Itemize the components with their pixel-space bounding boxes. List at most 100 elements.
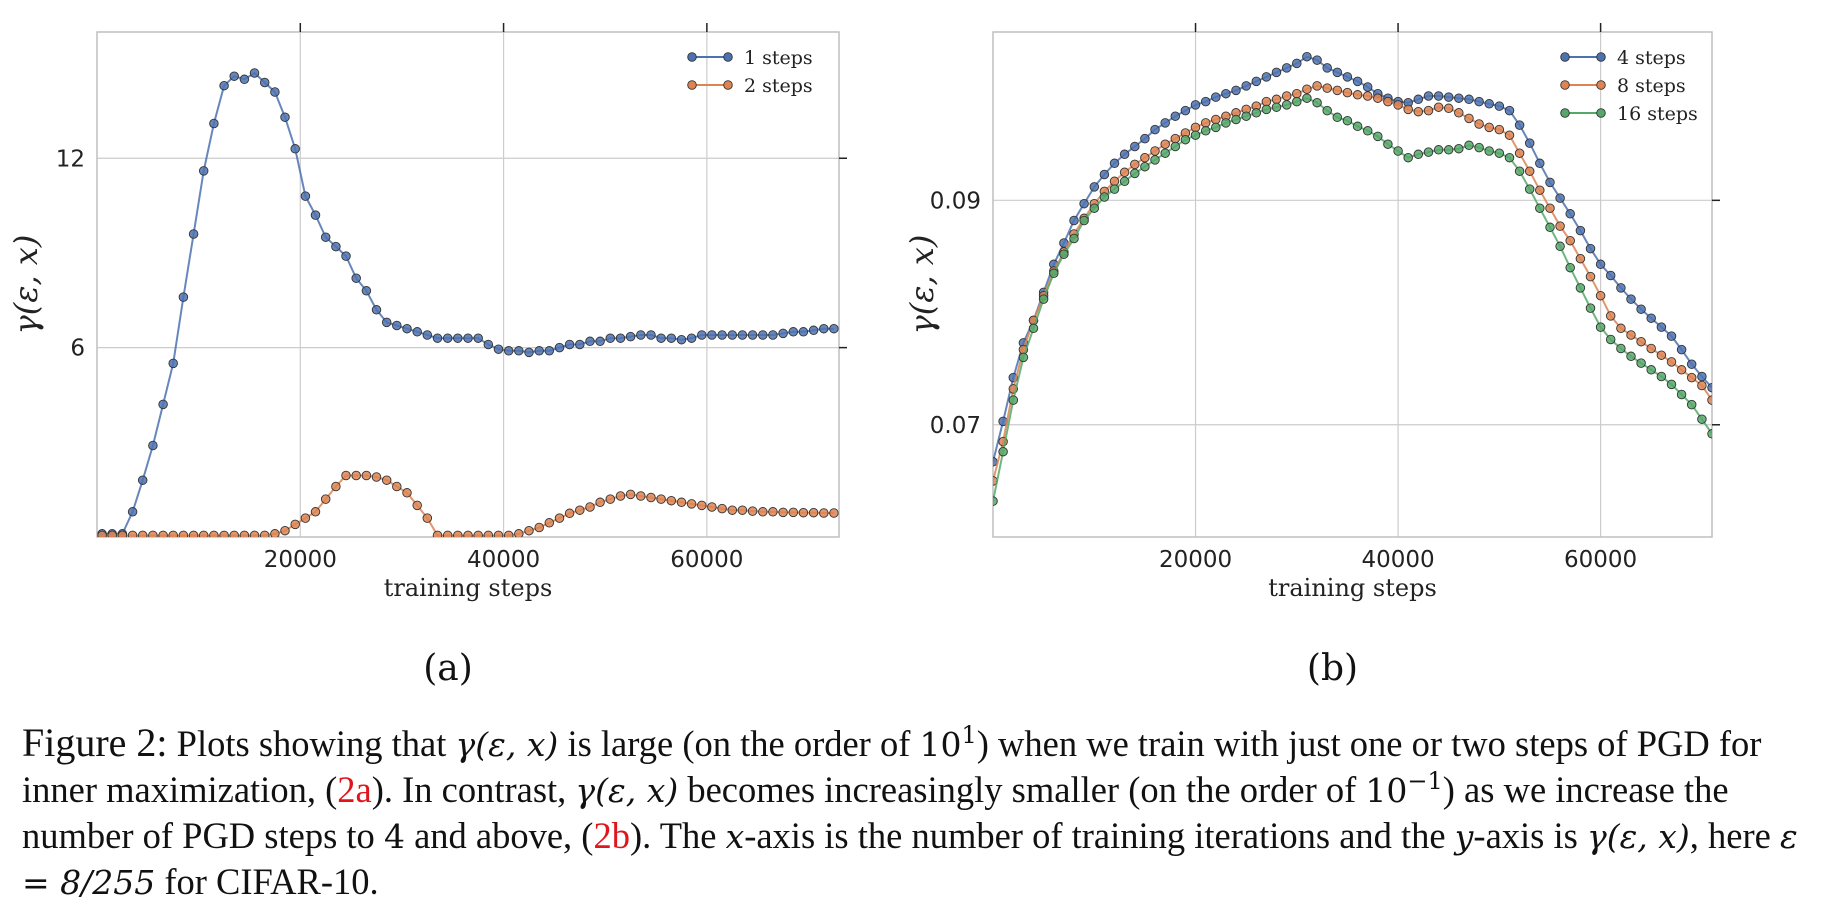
caption-ref-2a[interactable]: 2a [337, 769, 372, 810]
data-point [1190, 130, 1201, 140]
data-point [1281, 100, 1292, 110]
data-point [798, 327, 809, 337]
data-point [1423, 91, 1434, 101]
data-point [1636, 358, 1646, 368]
data-point [341, 470, 351, 481]
data-point [819, 508, 829, 518]
legend-marker [1560, 52, 1570, 62]
data-point [310, 507, 321, 517]
data-point [778, 507, 788, 518]
data-point [1454, 143, 1464, 154]
data-point [473, 530, 483, 537]
data-point [1271, 67, 1282, 78]
legend-marker [1596, 52, 1606, 62]
data-point [1413, 149, 1424, 160]
data-point [1018, 352, 1029, 363]
data-point [320, 494, 331, 504]
data-point [1697, 414, 1707, 424]
data-point [1261, 72, 1272, 82]
data-point [993, 496, 998, 506]
data-point [1666, 331, 1677, 341]
data-point [1130, 168, 1140, 179]
data-point [1423, 105, 1434, 116]
data-point [1281, 91, 1292, 101]
caption-text: ). In contrast, [371, 769, 576, 810]
data-point [1504, 105, 1515, 116]
data-point [534, 346, 544, 356]
data-point [432, 333, 443, 343]
data-point [1707, 382, 1712, 393]
data-point [341, 251, 351, 261]
data-point [1707, 395, 1712, 405]
data-point [1403, 104, 1413, 115]
data-point [127, 530, 138, 537]
x-axis-label: training steps [384, 574, 553, 602]
data-point [331, 241, 341, 252]
data-point [1433, 102, 1444, 112]
data-point [625, 331, 636, 342]
data-point [137, 475, 148, 485]
data-point [209, 530, 219, 537]
x-tick-label: 60000 [670, 547, 743, 573]
data-point [1342, 87, 1353, 98]
data-point [432, 530, 443, 537]
data-point [239, 74, 250, 85]
data-point [1038, 294, 1049, 304]
data-point [1494, 101, 1505, 111]
data-point [829, 508, 839, 518]
data-point [1211, 92, 1221, 102]
data-point [1079, 198, 1089, 209]
data-point [1271, 102, 1282, 112]
data-point [442, 333, 453, 343]
data-point [625, 489, 636, 500]
plot-frame [96, 31, 840, 538]
series-line-2 [993, 97, 1712, 502]
data-point [1261, 104, 1272, 115]
x-axis-label: training steps [1268, 574, 1437, 602]
data-point [1140, 133, 1150, 144]
data-point [493, 344, 504, 354]
caption-math-power: 10 [919, 725, 962, 764]
data-point [280, 112, 290, 122]
data-point [1069, 233, 1079, 244]
data-point [1028, 323, 1039, 334]
data-point [747, 330, 758, 340]
data-point [1636, 304, 1646, 314]
data-point [1241, 81, 1251, 91]
data-point [1211, 114, 1221, 125]
caption-math-y: y [1454, 817, 1474, 856]
data-point [1545, 222, 1555, 233]
caption-text: Plots showing that [167, 723, 456, 764]
legend-marker [1596, 80, 1606, 90]
data-point [127, 507, 138, 517]
data-point [768, 507, 778, 517]
data-point [107, 530, 117, 537]
legend-marker [723, 52, 733, 62]
data-point [605, 333, 616, 343]
legend-label: 8 steps [1617, 75, 1686, 97]
data-point [1555, 241, 1565, 252]
data-point [473, 333, 483, 343]
data-point [524, 347, 534, 358]
data-point [1200, 96, 1211, 107]
data-point [646, 330, 656, 340]
data-point [1484, 122, 1494, 133]
data-point [666, 333, 677, 343]
caption-ref-2b[interactable]: 2b [593, 815, 630, 856]
data-point [1079, 215, 1089, 226]
data-point [442, 530, 453, 537]
data-point [1383, 96, 1393, 107]
data-point [1362, 82, 1373, 92]
data-point [503, 530, 514, 537]
y-tick-label: 0.09 [930, 188, 981, 214]
data-point [1312, 97, 1322, 108]
legend-label: 2 steps [744, 75, 813, 97]
data-point [1535, 203, 1545, 213]
data-point [453, 530, 463, 537]
data-point [727, 330, 738, 340]
data-point [575, 505, 585, 515]
data-point [1575, 283, 1586, 293]
data-point [707, 330, 717, 340]
figure-caption: Figure 2: Plots showing that γ(ε, x) is … [22, 720, 1812, 905]
data-point [1616, 283, 1626, 293]
